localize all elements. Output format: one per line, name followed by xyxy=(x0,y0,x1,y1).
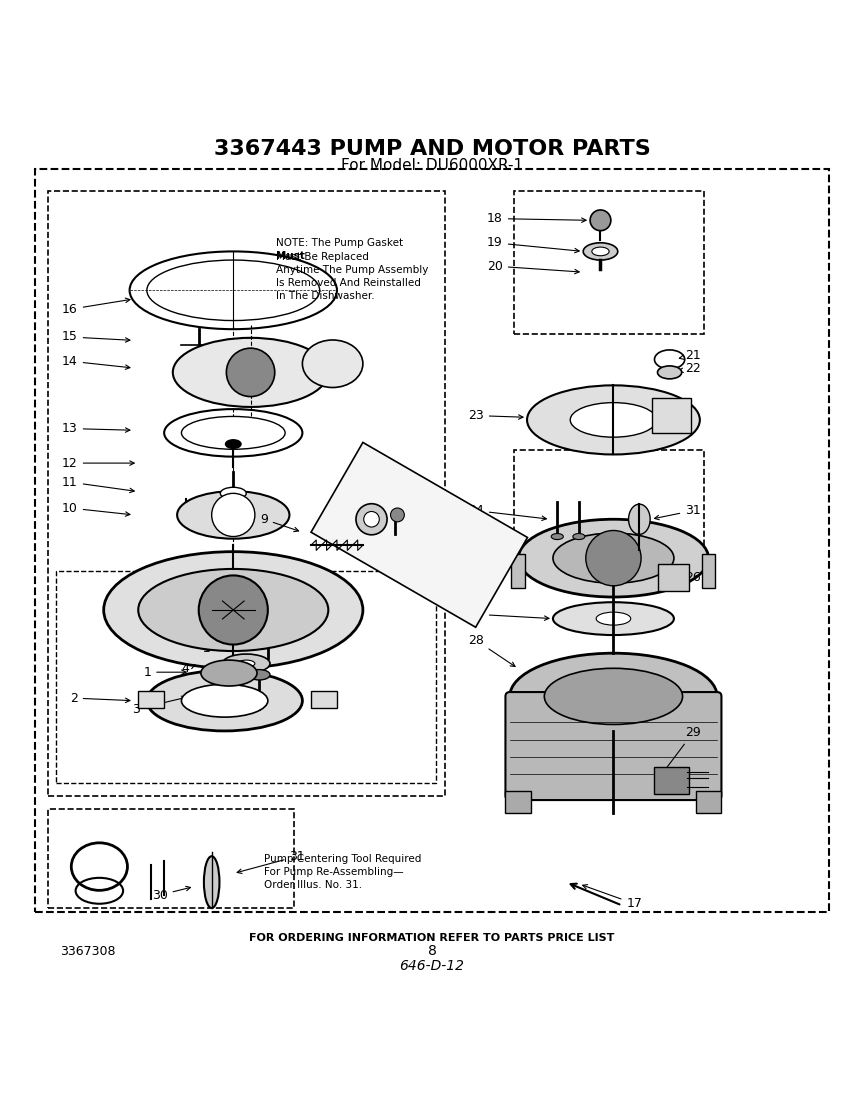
Text: Must: Must xyxy=(276,252,305,262)
Text: 14: 14 xyxy=(62,355,130,369)
Ellipse shape xyxy=(658,366,682,379)
Text: 19: 19 xyxy=(487,236,579,253)
Bar xyxy=(511,554,525,588)
Circle shape xyxy=(391,508,404,522)
Text: 28: 28 xyxy=(468,634,515,666)
Circle shape xyxy=(226,348,275,397)
Ellipse shape xyxy=(181,417,285,449)
Ellipse shape xyxy=(223,654,270,673)
Text: 6: 6 xyxy=(393,515,401,534)
Ellipse shape xyxy=(592,247,609,256)
Ellipse shape xyxy=(553,533,674,584)
Ellipse shape xyxy=(147,670,302,731)
FancyBboxPatch shape xyxy=(505,692,721,800)
Text: 20: 20 xyxy=(487,259,579,274)
Circle shape xyxy=(590,210,611,231)
Text: 26: 26 xyxy=(665,570,701,584)
Ellipse shape xyxy=(583,243,618,260)
Circle shape xyxy=(586,531,641,586)
Text: 21: 21 xyxy=(679,348,701,362)
Text: 16: 16 xyxy=(62,298,130,315)
Ellipse shape xyxy=(527,386,700,455)
Ellipse shape xyxy=(181,685,268,718)
FancyBboxPatch shape xyxy=(652,398,691,433)
Ellipse shape xyxy=(551,533,563,540)
FancyBboxPatch shape xyxy=(48,191,445,796)
Text: 12: 12 xyxy=(62,456,134,469)
Text: 17: 17 xyxy=(582,885,642,910)
FancyBboxPatch shape xyxy=(654,767,689,793)
Ellipse shape xyxy=(104,552,363,668)
Text: 31: 31 xyxy=(655,504,701,520)
Ellipse shape xyxy=(177,491,289,539)
Ellipse shape xyxy=(204,856,219,908)
Ellipse shape xyxy=(629,504,650,534)
Text: 22: 22 xyxy=(678,362,701,375)
Bar xyxy=(311,691,337,709)
Ellipse shape xyxy=(173,337,328,407)
Circle shape xyxy=(364,511,379,528)
Text: Pump Centering Tool Required
For Pump Re-Assembling—
Order Illus. No. 31.: Pump Centering Tool Required For Pump Re… xyxy=(264,854,421,890)
Ellipse shape xyxy=(544,668,683,724)
Circle shape xyxy=(199,576,268,644)
Text: 29: 29 xyxy=(659,726,701,778)
Ellipse shape xyxy=(238,660,255,667)
Ellipse shape xyxy=(596,612,631,625)
Text: 1: 1 xyxy=(143,666,186,679)
FancyBboxPatch shape xyxy=(48,809,294,908)
Ellipse shape xyxy=(226,440,241,448)
Text: 24: 24 xyxy=(468,504,546,521)
Circle shape xyxy=(356,503,387,535)
Ellipse shape xyxy=(570,402,657,437)
FancyBboxPatch shape xyxy=(514,191,704,333)
Ellipse shape xyxy=(200,660,257,686)
Ellipse shape xyxy=(573,533,585,540)
Ellipse shape xyxy=(518,519,708,597)
Text: 2: 2 xyxy=(70,691,130,704)
Text: 13: 13 xyxy=(62,422,130,435)
Text: 5: 5 xyxy=(203,642,211,655)
Text: 10: 10 xyxy=(62,501,130,517)
Ellipse shape xyxy=(510,653,717,740)
Circle shape xyxy=(212,493,255,536)
Text: 31: 31 xyxy=(237,850,305,874)
Text: 3: 3 xyxy=(132,696,186,715)
Text: NOTE: The Pump Gasket
Must Be Replaced
Anytime The Pump Assembly
Is Removed And : NOTE: The Pump Gasket Must Be Replaced A… xyxy=(276,238,429,301)
FancyBboxPatch shape xyxy=(658,564,689,591)
Text: 11: 11 xyxy=(62,476,134,492)
Polygon shape xyxy=(311,443,528,628)
Text: 8: 8 xyxy=(428,944,436,958)
Text: FOR ORDERING INFORMATION REFER TO PARTS PRICE LIST: FOR ORDERING INFORMATION REFER TO PARTS … xyxy=(250,933,614,943)
Text: 27: 27 xyxy=(468,608,549,621)
Ellipse shape xyxy=(138,569,328,651)
Text: 8: 8 xyxy=(372,491,379,504)
Bar xyxy=(138,691,164,709)
Text: 23: 23 xyxy=(468,409,523,422)
Ellipse shape xyxy=(249,669,270,680)
FancyBboxPatch shape xyxy=(35,169,829,912)
Text: 25: 25 xyxy=(468,547,514,560)
Ellipse shape xyxy=(220,487,246,499)
FancyBboxPatch shape xyxy=(514,451,704,550)
Text: 9: 9 xyxy=(260,513,299,532)
Text: 18: 18 xyxy=(487,212,586,225)
Ellipse shape xyxy=(553,602,674,635)
Text: 15: 15 xyxy=(62,331,130,344)
Bar xyxy=(702,554,715,588)
Text: For Model: DU6000XR-1: For Model: DU6000XR-1 xyxy=(341,157,523,173)
Text: 4: 4 xyxy=(181,663,195,675)
Bar xyxy=(696,791,721,813)
Text: 646-D-12: 646-D-12 xyxy=(399,959,465,973)
Bar xyxy=(505,791,531,813)
Ellipse shape xyxy=(302,340,363,388)
Text: 30: 30 xyxy=(152,887,190,901)
Text: 3367308: 3367308 xyxy=(60,945,116,957)
Text: 3367443 PUMP AND MOTOR PARTS: 3367443 PUMP AND MOTOR PARTS xyxy=(213,140,651,159)
